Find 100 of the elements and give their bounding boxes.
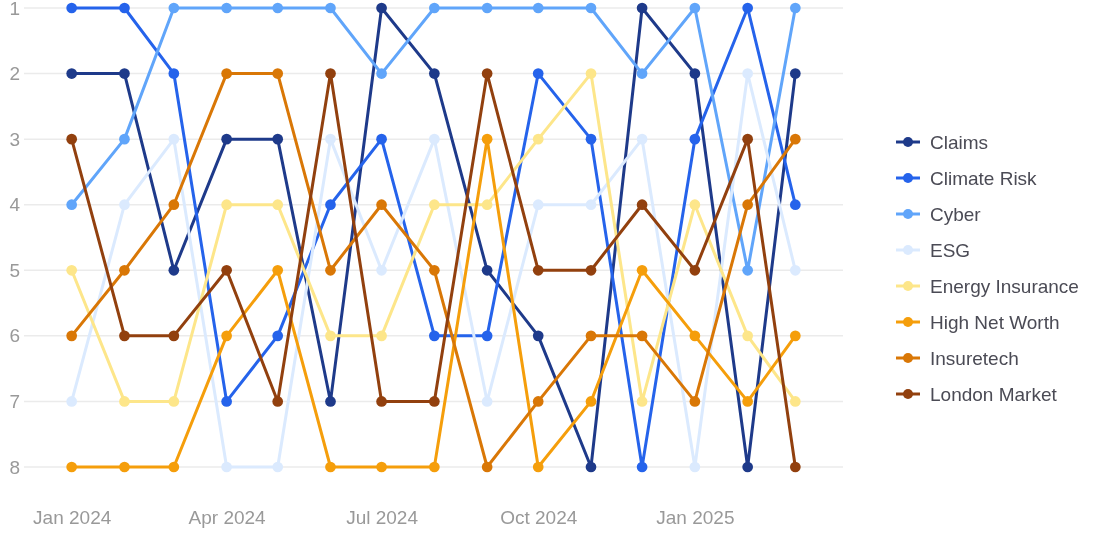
point [532, 330, 544, 342]
x-tick-label: Jul 2024 [346, 507, 419, 529]
point [429, 68, 440, 79]
point [742, 133, 753, 145]
point [272, 330, 284, 342]
point [636, 199, 648, 211]
point [221, 264, 232, 276]
point [532, 199, 544, 211]
point [119, 330, 130, 342]
x-tick-label: Apr 2024 [188, 507, 267, 529]
point [66, 68, 78, 79]
point [376, 2, 387, 14]
point [66, 330, 78, 342]
point [272, 2, 284, 14]
point [66, 133, 78, 145]
point [376, 264, 387, 276]
point [119, 68, 130, 79]
point [789, 461, 801, 473]
legend-label: Cyber [930, 203, 982, 225]
point [585, 396, 597, 407]
point [119, 264, 130, 276]
point [272, 396, 284, 407]
point [532, 133, 544, 145]
point [272, 133, 284, 145]
point [168, 2, 180, 14]
point [532, 2, 544, 14]
point [636, 133, 648, 145]
point [325, 133, 336, 145]
point [272, 199, 284, 211]
point [585, 133, 597, 145]
point [789, 264, 801, 276]
point [481, 461, 493, 473]
point [66, 199, 78, 211]
point [789, 396, 801, 407]
y-tick-label: 6 [9, 325, 20, 347]
point [272, 68, 284, 79]
point [689, 133, 701, 145]
point [119, 2, 130, 14]
point [376, 461, 387, 473]
point [221, 2, 232, 14]
point [376, 133, 387, 145]
legend-label: Insuretech [930, 347, 1019, 369]
point [532, 461, 544, 473]
x-tick-label: Jan 2024 [33, 507, 112, 529]
y-tick-label: 3 [9, 128, 20, 150]
point [585, 199, 597, 211]
point [532, 264, 544, 276]
point [481, 2, 493, 14]
y-tick-label: 5 [9, 259, 20, 281]
legend-label: London Market [930, 383, 1058, 405]
point [636, 68, 648, 79]
y-tick-label: 1 [9, 0, 20, 19]
y-tick-label: 2 [9, 63, 20, 85]
point [221, 68, 232, 79]
point [789, 2, 801, 14]
point [119, 396, 130, 407]
point [376, 330, 387, 342]
point [689, 264, 701, 276]
point [742, 264, 753, 276]
point [168, 396, 180, 407]
legend-label: High Net Worth [930, 311, 1060, 333]
point [636, 264, 648, 276]
point [221, 461, 232, 473]
point [376, 396, 387, 407]
point [689, 461, 701, 473]
point [585, 68, 597, 79]
point [376, 199, 387, 211]
point [272, 461, 284, 473]
point [689, 330, 701, 342]
point [66, 396, 78, 407]
point [789, 68, 801, 79]
point [532, 68, 544, 79]
point [689, 396, 701, 407]
point [66, 264, 78, 276]
point [481, 330, 493, 342]
point [168, 461, 180, 473]
point [429, 199, 440, 211]
point [789, 330, 801, 342]
point [689, 199, 701, 211]
point [221, 396, 232, 407]
legend-label: ESG [930, 239, 971, 261]
point [221, 199, 232, 211]
point [325, 330, 336, 342]
point [325, 199, 336, 211]
legend-label: Claims [930, 131, 989, 153]
point [742, 2, 753, 14]
point [481, 133, 493, 145]
point [742, 330, 753, 342]
point [119, 133, 130, 145]
point [636, 461, 648, 473]
y-tick-label: 4 [9, 194, 21, 216]
point [689, 68, 701, 79]
x-tick-label: Jan 2025 [656, 507, 735, 529]
x-tick-label: Oct 2024 [500, 507, 578, 529]
point [789, 133, 801, 145]
point [119, 199, 130, 211]
point [221, 133, 232, 145]
point [636, 2, 648, 14]
y-tick-label: 7 [9, 391, 20, 413]
point [325, 264, 336, 276]
